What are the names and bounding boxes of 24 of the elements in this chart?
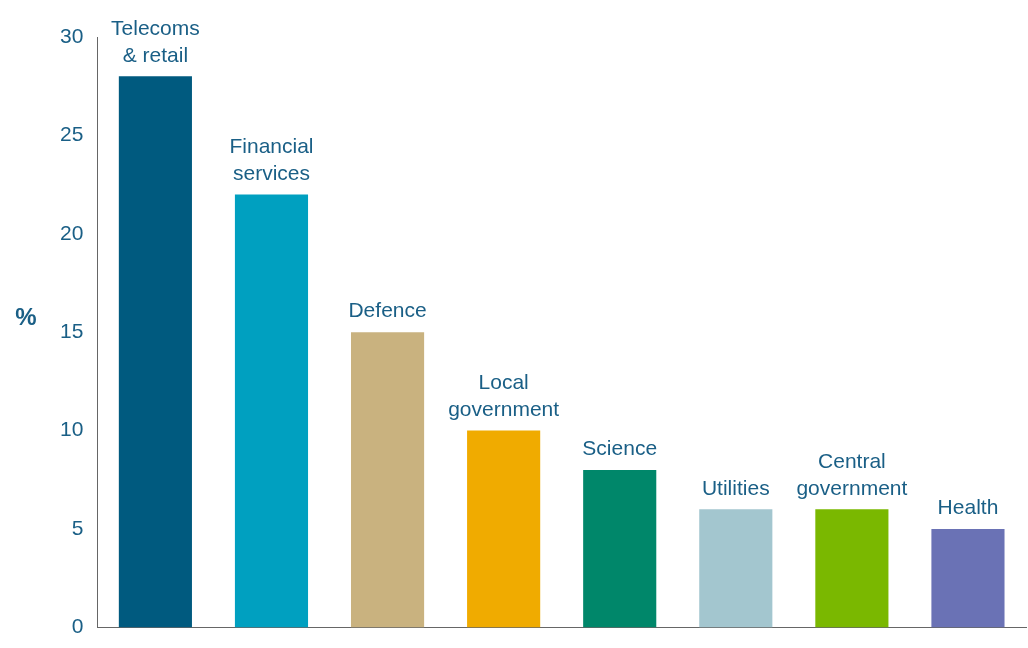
y-axis-title: % [15, 302, 37, 330]
bar [350, 332, 425, 628]
bar [234, 194, 309, 628]
bar [467, 430, 541, 628]
y-tick-label: 15 [60, 319, 84, 342]
x-tick-label: Central government [796, 448, 908, 499]
y-tick-label: 30 [60, 23, 84, 47]
x-tick-label: Science [582, 436, 658, 460]
y-tick-label: 10 [60, 417, 84, 441]
bar [815, 509, 889, 628]
bar [583, 469, 657, 628]
y-tick-label: 20 [60, 220, 84, 244]
x-tick-label: Utilities [701, 475, 770, 499]
bar [699, 509, 773, 628]
y-tick-label: 0 [71, 614, 84, 638]
x-tick-label: Health [937, 495, 999, 519]
bar [931, 529, 1005, 628]
y-tick-label: 5 [71, 515, 84, 539]
y-tick-label: 25 [60, 122, 84, 146]
x-tick-label: Local government [448, 369, 560, 420]
bar [118, 76, 192, 628]
x-tick-label: Defence [348, 298, 427, 322]
x-tick-label: Financial services [229, 133, 314, 184]
x-tick-label: Telecoms & retail [111, 15, 200, 66]
